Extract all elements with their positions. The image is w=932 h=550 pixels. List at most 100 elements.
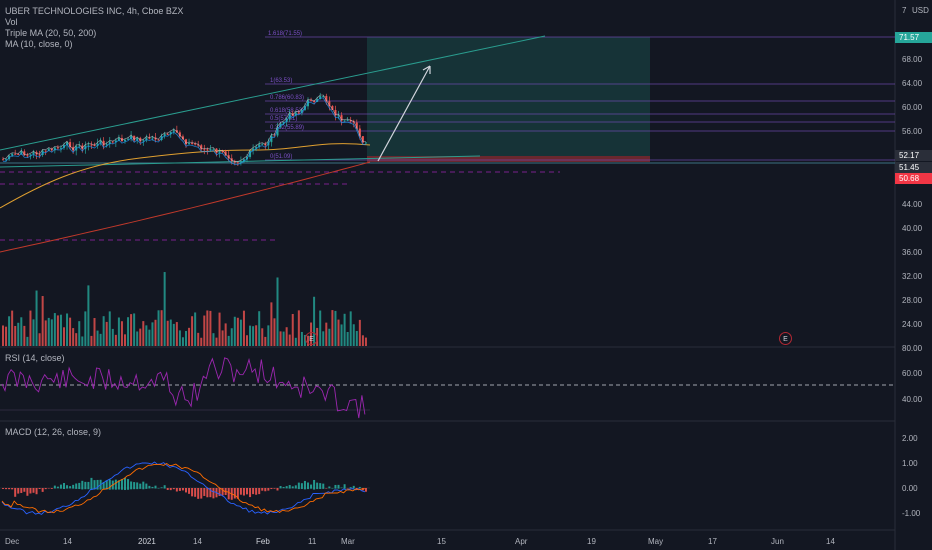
macd-histogram-bar — [364, 488, 367, 492]
volume-bar — [331, 310, 334, 346]
volume-bar — [352, 324, 355, 346]
volume-bar — [47, 317, 50, 346]
macd-histogram-bar — [14, 488, 17, 497]
candle-body — [224, 151, 227, 156]
macd-histogram-bar — [267, 488, 270, 491]
candle-body — [139, 137, 142, 142]
price-axis-tick: 36.00 — [902, 248, 923, 257]
volume-bar — [130, 314, 133, 346]
macd-histogram-bar — [343, 484, 346, 489]
volume-bar — [151, 322, 154, 346]
volume-bar — [233, 316, 236, 346]
macd-histogram-bar — [145, 483, 148, 489]
macd-histogram-bar — [50, 488, 53, 489]
volume-bar — [127, 317, 130, 346]
macd-label[interactable]: MACD (12, 26, close, 9) — [5, 427, 102, 437]
macd-histogram-bar — [133, 482, 136, 490]
volume-bar — [81, 336, 84, 346]
time-axis-label: 14 — [193, 537, 202, 546]
macd-histogram-bar — [227, 488, 230, 500]
candle-body — [346, 120, 349, 122]
macd-histogram-bar — [5, 488, 8, 490]
volume-bar — [78, 321, 81, 346]
macd-histogram-bar — [175, 488, 178, 492]
symbol-title[interactable]: UBER TECHNOLOGIES INC, 4h, Cboe BZX — [5, 6, 184, 16]
volume-bar — [227, 335, 230, 346]
candle-body — [270, 135, 273, 143]
earnings-event-marker[interactable]: E — [779, 332, 792, 345]
volume-bar — [364, 337, 367, 346]
volume-bar — [148, 329, 151, 346]
macd-histogram-bar — [17, 488, 20, 494]
volume-bar — [117, 317, 120, 346]
currency-label[interactable]: USD — [912, 6, 929, 15]
macd-histogram-bar — [181, 488, 184, 491]
price-axis-tick: 68.00 — [902, 55, 923, 64]
time-axis-label: Dec — [5, 537, 19, 546]
macd-line — [1, 461, 366, 515]
ma-label[interactable]: MA (10, close, 0) — [5, 39, 73, 49]
volume-bar — [294, 337, 297, 346]
macd-axis-tick: 1.00 — [902, 459, 918, 468]
volume-bar — [322, 331, 325, 346]
volume-bar — [303, 334, 306, 346]
earnings-event-marker[interactable]: E — [305, 332, 318, 345]
volume-bar — [59, 314, 62, 346]
triple-ma-label[interactable]: Triple MA (20, 50, 200) — [5, 28, 97, 38]
volume-bar — [41, 296, 44, 346]
time-axis-label: May — [648, 537, 663, 546]
price-axis-tick: 60.00 — [902, 103, 923, 112]
price-axis-tick: 56.00 — [902, 127, 923, 136]
price-axis-tick: 44.00 — [902, 200, 923, 209]
candle-body — [206, 149, 209, 151]
macd-histogram-bar — [355, 488, 358, 490]
macd-histogram-bar — [139, 483, 142, 489]
volume-bar — [288, 334, 291, 346]
macd-histogram-bar — [87, 481, 90, 490]
candle-body — [203, 149, 206, 151]
volume-indicator-label[interactable]: Vol — [5, 17, 18, 27]
macd-histogram-bar — [258, 488, 261, 495]
candle-body — [337, 115, 340, 117]
macd-histogram-bar — [32, 488, 35, 493]
macd-histogram-bar — [23, 488, 26, 492]
volume-bar — [282, 331, 285, 346]
volume-bar — [29, 310, 32, 346]
candle-body — [218, 151, 221, 153]
volume-bar — [337, 319, 340, 346]
macd-histogram-bar — [285, 486, 288, 489]
candle-body — [200, 145, 203, 150]
volume-bar — [145, 325, 148, 346]
macd-histogram-bar — [41, 488, 44, 492]
macd-histogram-bar — [38, 488, 41, 490]
macd-histogram-bar — [340, 487, 343, 489]
fib-level-label: 0(51.09) — [270, 154, 292, 160]
volume-bar — [264, 336, 267, 346]
candle-body — [242, 159, 245, 162]
volume-bar — [328, 328, 331, 346]
candle-body — [310, 100, 313, 102]
volume-bar — [185, 330, 187, 346]
candle-body — [44, 150, 47, 152]
volume-bar — [53, 313, 56, 346]
macd-histogram-bar — [127, 479, 130, 490]
fib-level-label: 0.5(57.31) — [270, 116, 297, 122]
candle-body — [249, 150, 252, 157]
macd-histogram-bar — [20, 488, 23, 493]
volume-bar — [212, 333, 215, 346]
macd-histogram-bar — [252, 488, 255, 495]
macd-histogram-bar — [188, 488, 191, 494]
candle-body — [96, 143, 99, 146]
volume-bar — [20, 317, 23, 346]
volume-bar — [166, 320, 169, 346]
macd-histogram-bar — [249, 488, 252, 498]
volume-bar — [32, 319, 35, 346]
volume-bar — [270, 302, 273, 346]
rsi-label[interactable]: RSI (14, close) — [5, 353, 65, 363]
legend-ma: MA (10, close, 0) — [5, 39, 73, 50]
volume-bar — [203, 315, 206, 346]
time-axis-label: 15 — [437, 537, 446, 546]
volume-bar — [252, 326, 255, 346]
volume-bar — [300, 331, 303, 346]
